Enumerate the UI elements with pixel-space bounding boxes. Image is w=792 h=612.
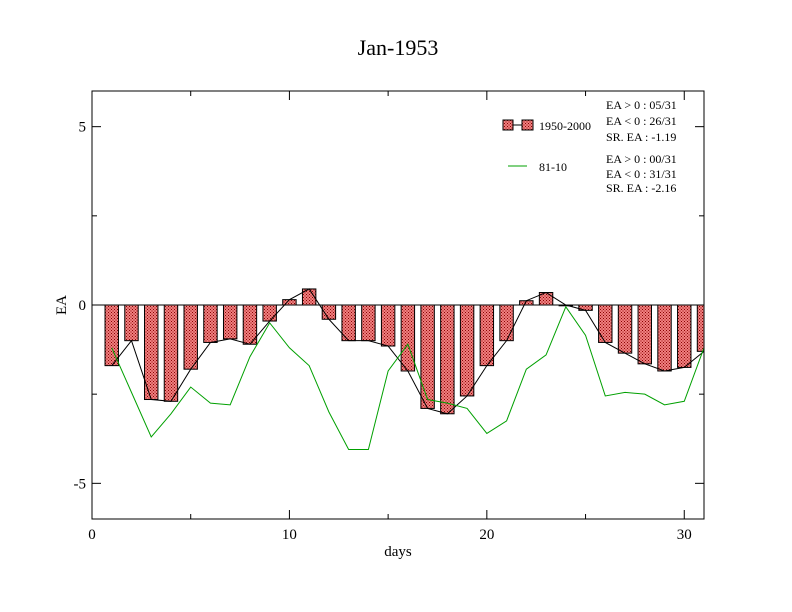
x-axis-label: days bbox=[384, 544, 412, 560]
legend-stat-81-10-sr: SR. EA : -2.16 bbox=[606, 181, 676, 195]
bar-day-30 bbox=[677, 304, 692, 368]
bar-day-1 bbox=[104, 304, 119, 367]
bar-day-21 bbox=[499, 304, 514, 342]
chart-title: Jan-1953 bbox=[358, 35, 439, 60]
x-tick-label: 10 bbox=[282, 527, 297, 543]
legend: 1950-2000 EA > 0 : 05/31 EA < 0 : 26/31 … bbox=[502, 98, 677, 195]
y-axis-label: EA bbox=[54, 295, 70, 315]
bar-day-28 bbox=[637, 304, 652, 365]
bar-day-9 bbox=[262, 304, 277, 322]
legend-swatch-bar-1 bbox=[502, 119, 514, 131]
line-series bbox=[111, 288, 705, 450]
bar-day-16 bbox=[400, 304, 416, 372]
bar-day-20 bbox=[479, 304, 495, 367]
bar-day-31 bbox=[696, 304, 705, 352]
bar-day-26 bbox=[598, 304, 613, 343]
legend-label-1950-2000: 1950-2000 bbox=[539, 119, 591, 133]
bar-day-2 bbox=[124, 304, 139, 342]
legend-stat-1950-2000-sr: SR. EA : -1.19 bbox=[606, 130, 676, 144]
bar-day-27 bbox=[617, 304, 633, 354]
bar-day-14 bbox=[361, 304, 376, 342]
legend-swatch-bar-2 bbox=[521, 119, 534, 131]
line-81-10 bbox=[111, 305, 705, 450]
bar-day-17 bbox=[420, 304, 435, 409]
x-tick-label: 30 bbox=[677, 527, 692, 543]
y-tick-label: 0 bbox=[79, 298, 87, 314]
bar-day-7 bbox=[222, 304, 238, 340]
bar-day-29 bbox=[657, 304, 672, 372]
legend-stat-1950-2000-negative: EA < 0 : 26/31 bbox=[606, 114, 677, 128]
bar-series-1950-2000 bbox=[104, 288, 705, 415]
legend-stat-81-10-positive: EA > 0 : 00/31 bbox=[606, 152, 677, 166]
x-tick-label: 20 bbox=[479, 527, 494, 543]
bar-day-15 bbox=[380, 304, 396, 347]
axis-ticks: 0 10 20 30 -5 0 5 bbox=[74, 91, 704, 543]
bar-day-6 bbox=[203, 304, 218, 343]
x-tick-label: 0 bbox=[88, 527, 96, 543]
y-tick-label: 5 bbox=[79, 120, 87, 136]
bar-day-18 bbox=[440, 304, 455, 415]
bar-day-4 bbox=[163, 304, 179, 402]
bar-day-5 bbox=[183, 304, 198, 370]
y-tick-label: -5 bbox=[74, 476, 87, 492]
legend-stat-1950-2000-positive: EA > 0 : 05/31 bbox=[606, 98, 677, 112]
legend-stat-81-10-negative: EA < 0 : 31/31 bbox=[606, 167, 677, 181]
bar-day-19 bbox=[459, 304, 475, 397]
line-1950-2000 bbox=[111, 288, 705, 415]
legend-label-81-10: 81-10 bbox=[539, 160, 567, 174]
